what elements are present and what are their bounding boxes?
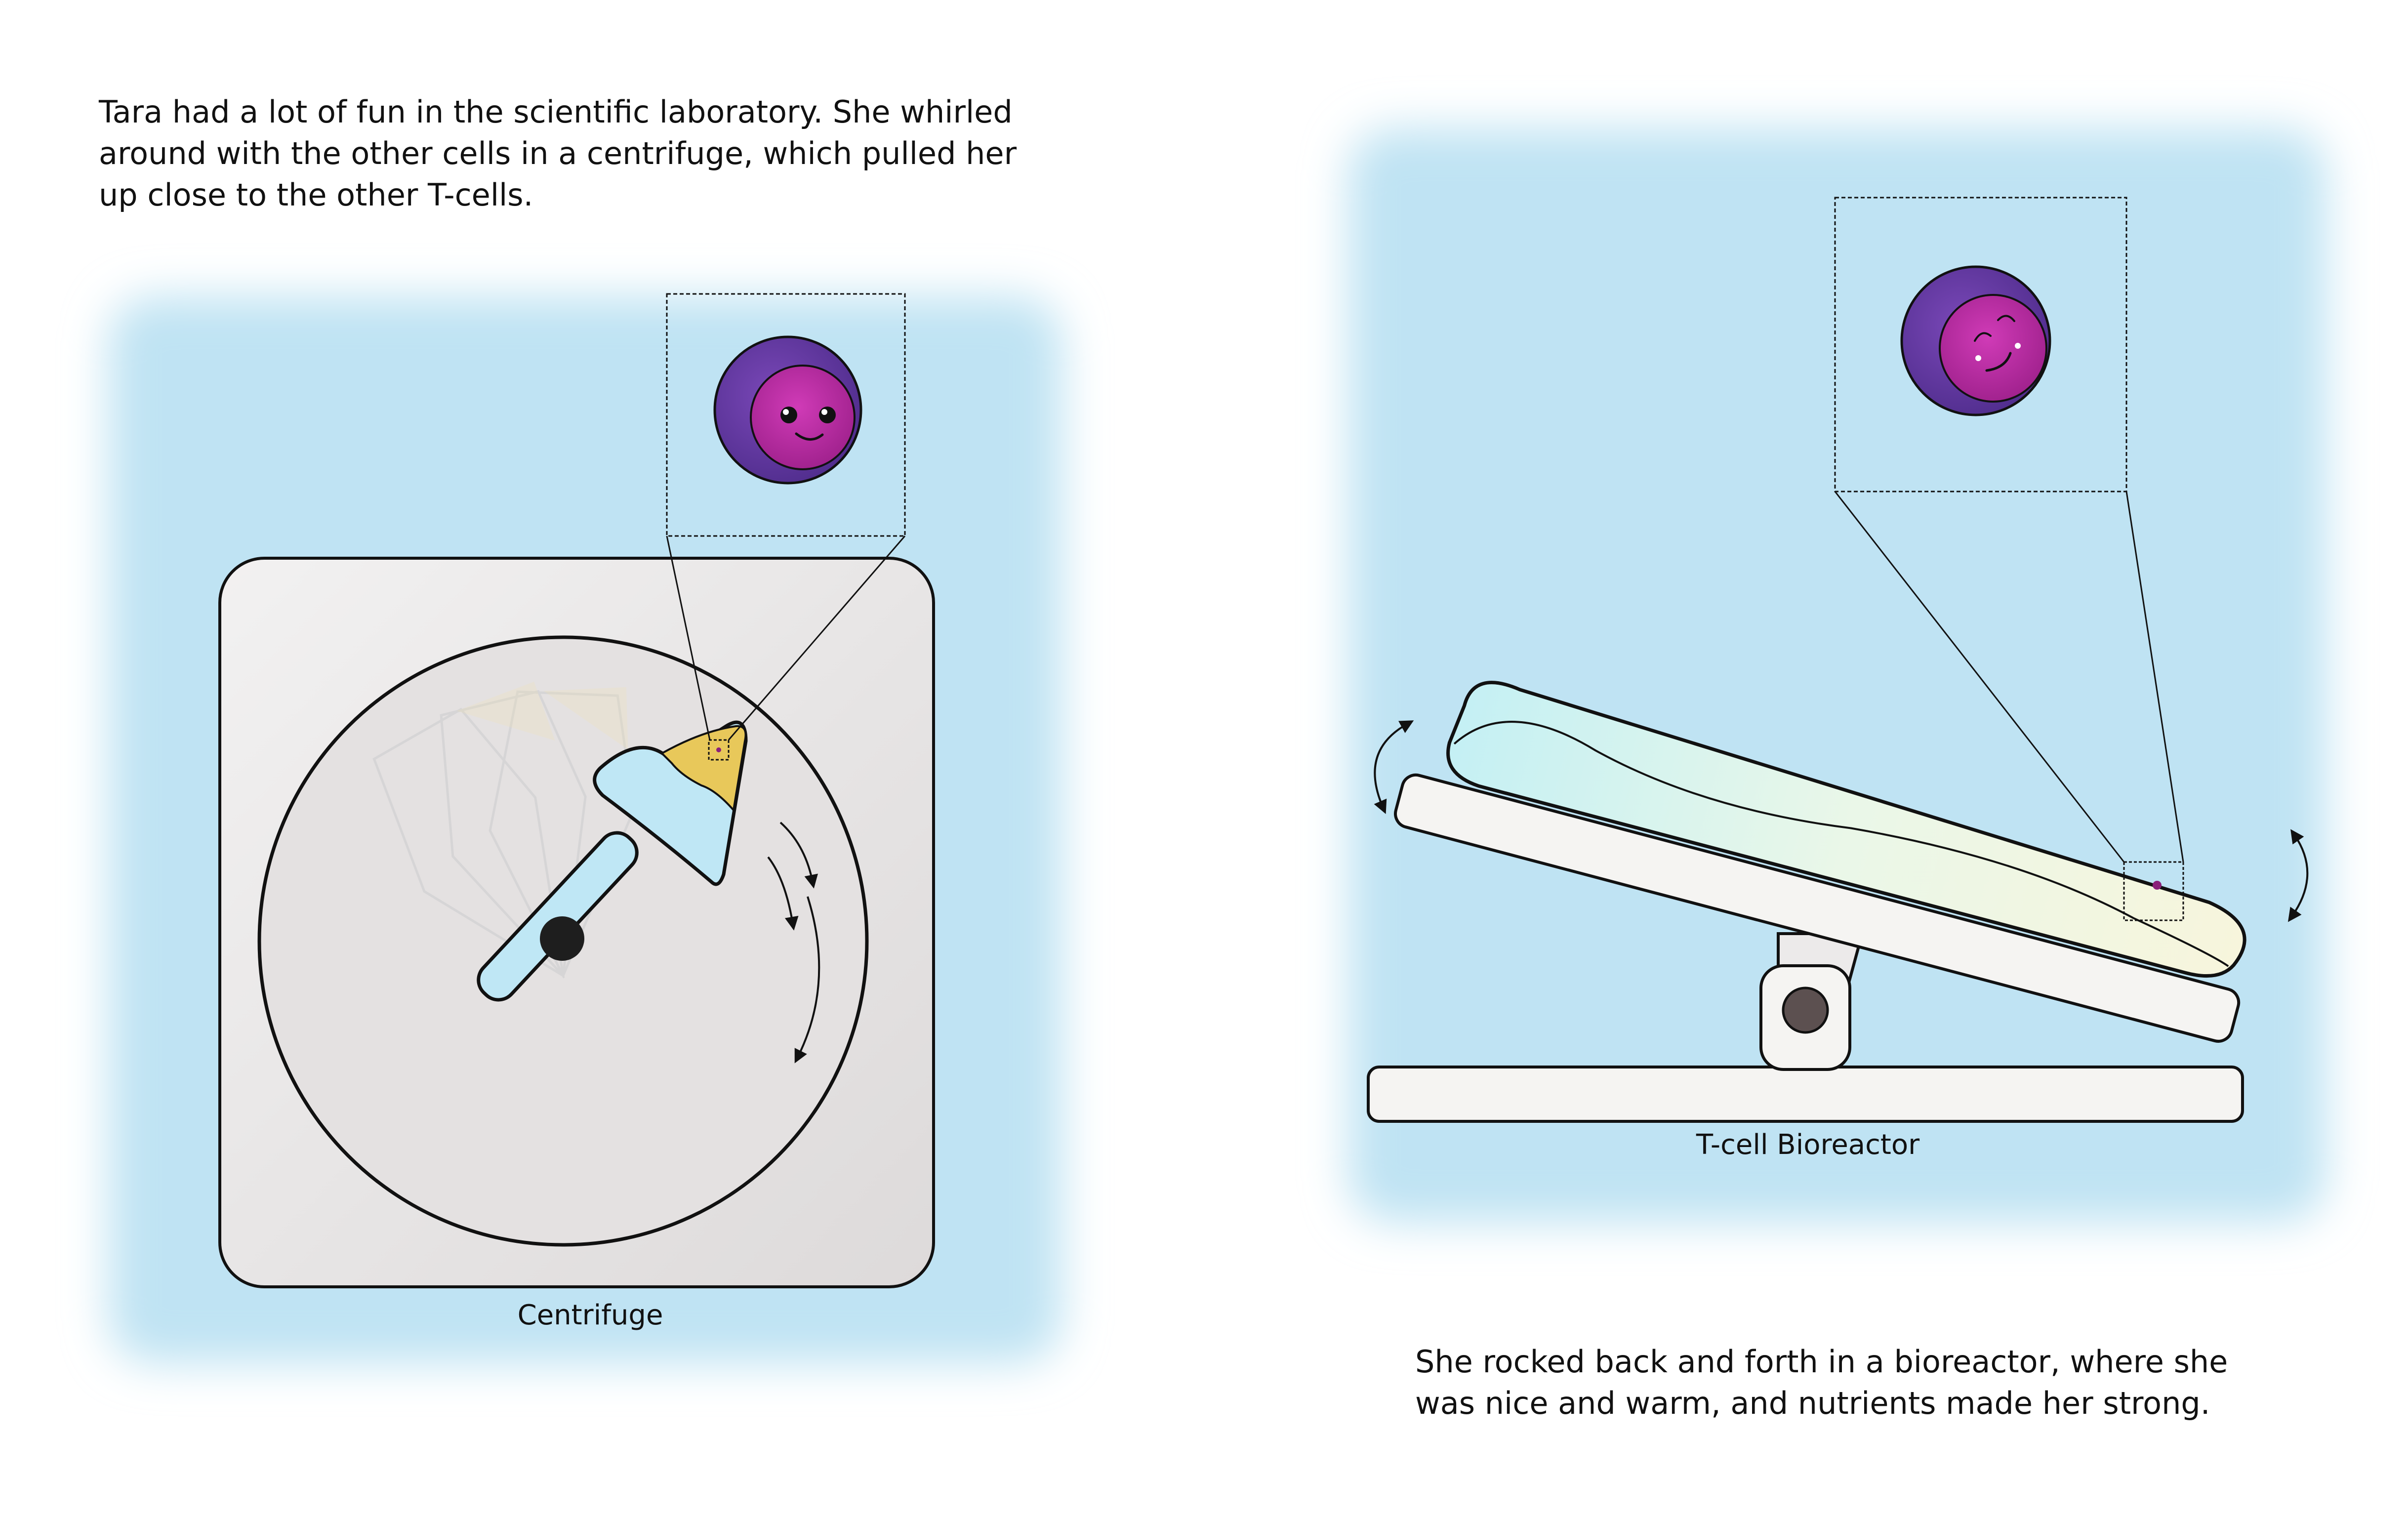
figure-label-centrifuge: Centrifuge (517, 1299, 663, 1331)
double-headed-curved-arrow-icon (1374, 720, 2309, 922)
story-text-left: Tara had a lot of fun in the scientific … (99, 94, 1017, 213)
sleeping-t-cell-icon (1900, 265, 2051, 416)
bag-liquid-line (1453, 721, 2229, 967)
smiling-t-cell-icon (713, 335, 862, 485)
tube-pellet (540, 916, 584, 961)
right-panel (1348, 128, 2326, 1223)
zoom-callout-left (666, 293, 906, 740)
motion-ghost-fill (456, 682, 628, 750)
story-text-right: She rocked back and forth in a bioreacto… (1415, 1344, 2228, 1421)
figure-label-bioreactor: T-cell Bioreactor (1696, 1129, 1920, 1161)
bioreactor-base (1367, 1066, 2244, 1123)
tube-yellow-layer (660, 725, 747, 813)
zoom-target-box-right (2123, 861, 2184, 921)
culture-bag (1446, 681, 2246, 978)
rotation-arrows-icon (767, 821, 820, 1064)
zoom-inset-left (666, 293, 906, 537)
zoom-target-box-left (708, 739, 730, 761)
zoom-inset-right (1834, 197, 2127, 493)
zoom-callout-right (1834, 197, 2184, 862)
pivot-bolt (1782, 986, 1829, 1034)
centrifuge-tube (477, 720, 748, 1002)
left-panel (109, 293, 1062, 1363)
